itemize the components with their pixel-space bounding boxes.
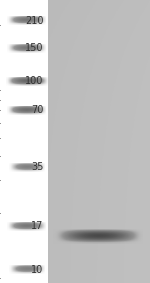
Text: 35: 35 — [31, 162, 44, 172]
Text: 70: 70 — [31, 106, 44, 115]
Text: 210: 210 — [25, 16, 44, 25]
Text: 150: 150 — [25, 43, 44, 53]
Text: 10: 10 — [31, 265, 44, 275]
Text: 100: 100 — [25, 76, 44, 86]
Text: 17: 17 — [31, 221, 44, 231]
